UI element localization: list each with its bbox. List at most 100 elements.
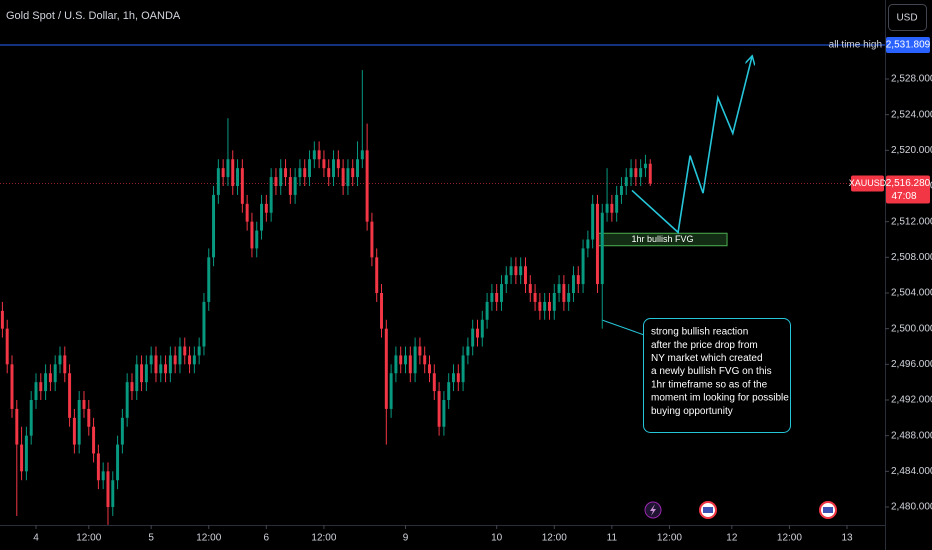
candle-body [480,319,484,338]
symbol-label: XAUUSD [849,178,887,188]
note-line: a newly bullish FVG on this [651,366,772,377]
candle-body [0,310,4,329]
candle-body [24,435,28,472]
candle-body [269,177,273,213]
candle-body [543,301,547,311]
candle-body [34,382,38,400]
candle-body [557,284,561,293]
candle-body [106,471,110,507]
candle-body [375,257,379,293]
candle-body [567,292,571,302]
x-tick-label: 4 [33,533,39,544]
y-tick-label: 2,508.000 [891,252,932,263]
chart-title: Gold Spot / U.S. Dollar, 1h, OANDA [6,10,181,22]
candle-body [461,355,465,383]
candle-body [96,453,100,481]
candle-body [322,159,326,169]
candle-body [317,150,321,160]
x-tick-label: 6 [264,533,270,544]
candle-body [341,168,345,186]
candle-body [380,292,384,329]
event-icons [644,501,837,519]
candle-body [216,168,220,195]
x-tick-label: 9 [403,533,409,544]
candle-body [140,364,144,383]
candle-body [58,355,62,365]
y-tick-label: 2,488.000 [891,430,932,441]
candle-body [509,266,513,276]
event-icon [703,507,713,513]
candle-body [29,399,33,436]
ath-price-label: 2,531.809 [886,40,931,51]
currency[interactable]: USD [896,13,917,24]
y-tick-label: 2,528.000 [891,74,932,85]
y-tick-label: 2,496.000 [891,359,932,370]
currency-button[interactable] [888,4,927,31]
candle-body [250,221,254,249]
candle-body [255,230,259,249]
candle-body [471,328,475,347]
candle-body [120,417,124,445]
candle-body [293,177,297,195]
fvg-label: 1hr bullish FVG [631,234,693,244]
candle-body [226,159,230,178]
candle-body [643,163,647,169]
candle-body [92,426,96,454]
candle-body [576,275,580,285]
candle-body [351,168,355,178]
candle-body [173,355,177,365]
candle-body [514,266,518,276]
candle-body [452,373,455,383]
note-line: buying opportunity [651,406,733,417]
candle-body [260,203,264,231]
candle-body [356,159,360,178]
candle-body [154,355,158,374]
y-tick-label: 2,504.000 [891,288,932,299]
x-tick-label: 12:00 [76,533,101,544]
candle-body [221,168,225,178]
candle-body [600,212,604,285]
candle-body [288,177,292,195]
x-tick-label: 12:00 [196,533,221,544]
candle-body [274,177,278,186]
candle-body [605,203,609,213]
candle-body [111,480,115,507]
candle-body [332,159,336,178]
candle-body [648,163,652,184]
candle-body [591,203,595,240]
ath-price-box [886,37,930,54]
candle-body [77,399,81,445]
candle-body [101,471,105,481]
candle-body [408,355,412,374]
candle-body [279,168,283,186]
x-tick-label: 12 [726,533,738,544]
candle-body [442,399,446,427]
candle-body [116,444,120,481]
y-tick-label: 2,500.000 [891,323,932,334]
x-tick-label: 11 [607,533,618,544]
x-tick-label: 10 [491,533,503,544]
candle-body [413,346,417,374]
countdown: 47:08 [891,191,916,202]
candle-body [562,284,566,302]
candle-body [571,275,575,293]
candle-body [212,194,216,258]
last-price-label: 2,516.280 [886,178,931,189]
candle-body [298,168,302,178]
note-pointer [601,319,648,337]
candle-body [159,364,163,374]
x-tick-label: 13 [841,533,853,544]
candle-body [164,364,168,374]
candle-body [245,203,249,222]
candle-body [619,185,623,195]
candle-body [68,373,72,418]
candle-body [20,444,24,472]
candle-body [629,168,633,178]
event-icon [823,507,833,513]
candle-body [615,194,619,213]
candle-body [610,203,614,213]
x-tick-label: 12:00 [311,533,336,544]
candle-body [130,382,134,392]
